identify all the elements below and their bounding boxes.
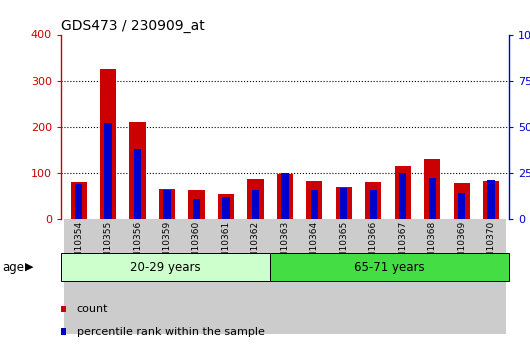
Bar (75, 184, 82, 219)
Bar (340, 188, 348, 219)
FancyBboxPatch shape (123, 219, 152, 334)
Bar (252, 189, 259, 219)
Text: percentile rank within the sample: percentile rank within the sample (77, 327, 264, 337)
Bar (424, 159, 440, 219)
Bar (270, 253, 509, 281)
Bar (365, 182, 382, 219)
Bar (311, 189, 318, 219)
Bar (70, 182, 87, 219)
FancyBboxPatch shape (241, 219, 270, 334)
Bar (134, 149, 141, 219)
FancyBboxPatch shape (476, 219, 506, 334)
Bar (369, 189, 377, 219)
Text: ▶: ▶ (25, 262, 34, 272)
FancyBboxPatch shape (152, 219, 182, 334)
Bar (188, 190, 205, 219)
FancyBboxPatch shape (447, 219, 476, 334)
Bar (483, 181, 499, 219)
FancyBboxPatch shape (418, 219, 447, 334)
FancyBboxPatch shape (358, 219, 388, 334)
Text: 20-29 years: 20-29 years (130, 260, 201, 274)
FancyBboxPatch shape (329, 219, 358, 334)
Bar (248, 179, 263, 219)
Bar (454, 183, 470, 219)
Bar (488, 180, 495, 219)
FancyBboxPatch shape (64, 219, 93, 334)
Text: age: age (3, 260, 25, 274)
Bar (129, 122, 146, 219)
Bar (306, 181, 322, 219)
Bar (429, 178, 436, 219)
Text: count: count (77, 305, 108, 314)
Text: GDS473 / 230909_at: GDS473 / 230909_at (61, 19, 205, 33)
Bar (399, 173, 407, 219)
Bar (193, 199, 200, 219)
Bar (222, 197, 229, 219)
FancyBboxPatch shape (388, 219, 418, 334)
Bar (277, 174, 293, 219)
FancyBboxPatch shape (182, 219, 211, 334)
Bar (104, 123, 112, 219)
FancyBboxPatch shape (270, 219, 299, 334)
Bar (159, 189, 175, 219)
Bar (335, 187, 352, 219)
Bar (218, 194, 234, 219)
Text: 65-71 years: 65-71 years (354, 260, 425, 274)
Bar (100, 69, 116, 219)
Bar (61, 253, 270, 281)
Bar (281, 173, 288, 219)
FancyBboxPatch shape (299, 219, 329, 334)
FancyBboxPatch shape (211, 219, 241, 334)
FancyBboxPatch shape (93, 219, 123, 334)
Bar (458, 193, 465, 219)
Bar (395, 166, 411, 219)
Bar (163, 189, 171, 219)
